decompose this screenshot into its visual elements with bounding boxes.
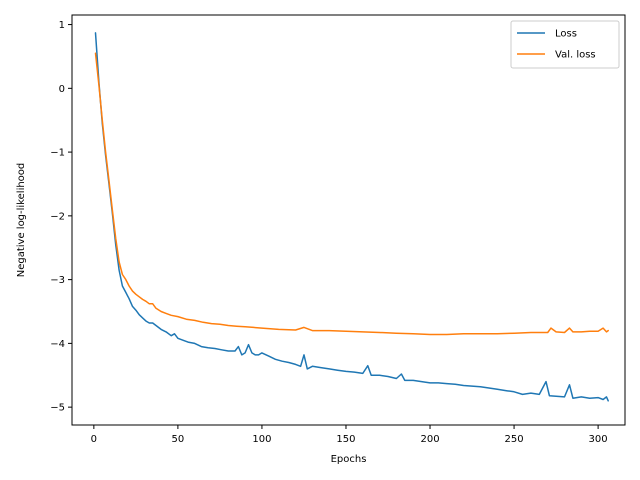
y-tick-label: −5 (50, 403, 65, 414)
y-axis-ticks: 1 0 −1 −2 −3 −4 −5 (50, 20, 72, 414)
x-tick-label: 200 (420, 434, 439, 445)
series-line-2 (94, 52, 609, 336)
y-tick-label: 0 (59, 84, 65, 95)
x-axis-ticks: 0 50 100 150 200 250 300 (91, 425, 608, 445)
series-lines (94, 32, 609, 402)
y-tick-label: −2 (50, 211, 65, 222)
x-tick-label: 50 (172, 434, 185, 445)
y-tick-label: 1 (59, 20, 65, 31)
series-line-1 (94, 32, 609, 402)
x-tick-label: 150 (336, 434, 355, 445)
x-tick-label: 100 (252, 434, 271, 445)
y-tick-label: −3 (50, 275, 65, 286)
x-tick-label: 250 (505, 434, 524, 445)
plot-background (72, 15, 625, 425)
legend: Loss Val. loss (510, 20, 620, 69)
y-tick-label: −4 (50, 339, 65, 350)
plot-frame (71, 14, 626, 426)
x-axis-label: Epochs (331, 454, 367, 465)
legend-label-2: Val. loss (555, 50, 596, 61)
y-tick-label: −1 (50, 148, 65, 159)
x-tick-label: 300 (589, 434, 608, 445)
y-axis-label: Negative log-likelihood (16, 163, 27, 278)
legend-label-1: Loss (555, 29, 577, 40)
x-tick-label: 0 (91, 434, 97, 445)
